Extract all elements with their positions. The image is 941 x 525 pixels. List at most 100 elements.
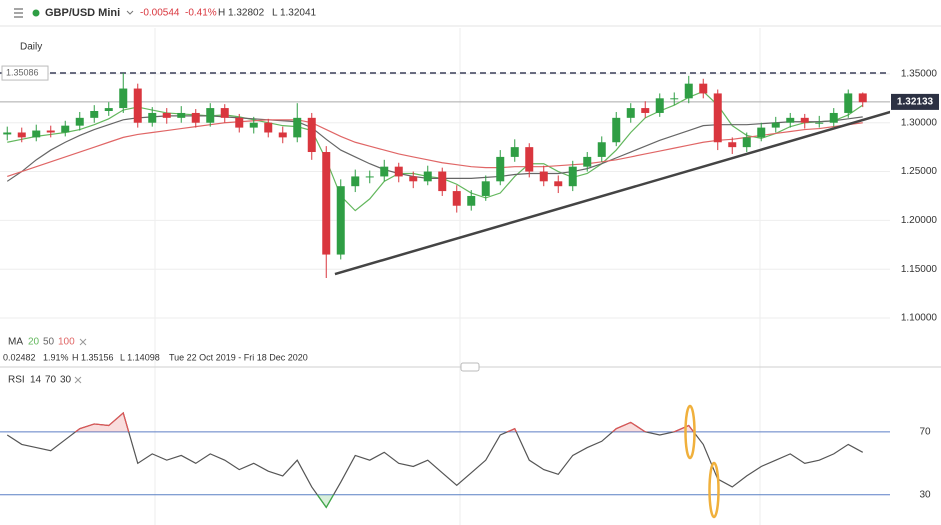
last-price-bg — [891, 93, 939, 110]
y-tick-label: 1.20000 — [901, 215, 938, 226]
y-tick-label: 1.30000 — [901, 117, 938, 128]
candle-body — [655, 98, 664, 113]
plot-area — [0, 72, 890, 278]
candle-body — [17, 132, 26, 138]
candle-body — [119, 88, 128, 109]
candle-body — [191, 112, 200, 123]
oversold-fill — [7, 494, 863, 508]
candle-body — [525, 147, 534, 172]
candle-body — [612, 117, 621, 143]
symbol[interactable]: GBP/USD Mini — [45, 7, 120, 19]
y-tick-label: 1.15000 — [901, 264, 938, 275]
change-pct: -0.41% — [185, 8, 217, 19]
candle-body — [481, 181, 490, 196]
highlight-ellipse — [684, 404, 696, 460]
candle-body — [249, 122, 258, 128]
candle-body — [264, 122, 273, 133]
candle-body — [32, 130, 41, 138]
candle-body — [583, 156, 592, 167]
candle-body — [177, 112, 186, 118]
last-price-label: 1.32133 — [897, 97, 934, 108]
moving-average — [7, 119, 863, 178]
y-tick-label: 1.10000 — [901, 313, 938, 324]
candle-body — [757, 127, 766, 138]
vertical-grid — [154, 28, 761, 525]
candle-body — [829, 112, 838, 123]
candle-body — [380, 166, 389, 177]
rsi-param: 14 — [30, 375, 42, 386]
stat: 1.91% — [43, 352, 69, 362]
candle-body — [409, 176, 418, 182]
candle-body — [220, 108, 229, 118]
candle-body — [452, 191, 461, 206]
y-tick-label: 30 — [919, 489, 931, 500]
rsi-close-icon[interactable] — [74, 376, 82, 384]
candle-body — [597, 142, 606, 157]
toolbar: GBP/USD Mini -0.00544 -0.41% H 1.32802 L… — [0, 0, 941, 27]
candle-body — [423, 171, 432, 182]
candle-body — [293, 117, 302, 138]
rsi-overbought-line — [74, 411, 695, 432]
candle-body — [235, 117, 244, 128]
candle-body — [148, 112, 157, 123]
candle-body — [844, 93, 853, 113]
stat: 0.02482 — [3, 352, 36, 362]
candle-body — [365, 176, 374, 178]
candle-body — [133, 88, 142, 123]
candle-body — [713, 93, 722, 143]
trendline — [334, 110, 890, 276]
candle-body — [162, 112, 171, 118]
day-high: H 1.32802 — [218, 8, 265, 19]
status-dot — [32, 9, 40, 17]
candle-body — [815, 122, 824, 124]
reference-label: 1.35086 — [6, 67, 39, 77]
menu-icon[interactable] — [14, 8, 23, 18]
candle-body — [46, 130, 55, 133]
candle-body — [104, 108, 113, 112]
overbought-fill — [75, 412, 694, 432]
ma-legend: 20 — [28, 337, 40, 348]
stat: L 1.14098 — [120, 352, 160, 362]
timeframe: Daily — [20, 42, 42, 53]
day-low: L 1.32041 — [272, 8, 317, 19]
candle-body — [278, 132, 287, 138]
candle-body — [206, 108, 215, 123]
candle-body — [771, 122, 780, 128]
toolbar-bg — [0, 0, 941, 26]
ma-close-icon[interactable] — [79, 338, 87, 346]
divider-handle[interactable] — [460, 362, 480, 372]
candle-body — [728, 142, 737, 148]
candle-body — [61, 125, 70, 133]
candle-body — [742, 137, 751, 148]
candle-body — [90, 111, 99, 118]
highlight-ellipse — [708, 461, 720, 519]
candle-body — [684, 83, 693, 99]
candle-body — [568, 166, 577, 187]
candle-body — [351, 176, 360, 187]
candle-body — [800, 117, 809, 123]
candle-body — [467, 195, 476, 206]
rsi-label: RSI — [8, 375, 25, 386]
candle-body — [641, 108, 650, 113]
candle-body — [322, 152, 331, 255]
candle-body — [699, 83, 708, 94]
candle-body — [786, 117, 795, 123]
candle-body — [858, 93, 867, 103]
rsi-param: 30 — [60, 375, 72, 386]
y-tick-label: 70 — [919, 426, 931, 437]
candle-body — [336, 186, 345, 255]
candle-body — [75, 117, 84, 126]
rsi-oversold-line — [316, 494, 335, 509]
ma-legend: 50 — [43, 337, 55, 348]
change: -0.00544 — [140, 8, 180, 19]
candle-body — [307, 117, 316, 153]
candle-body — [539, 171, 548, 182]
y-tick-label: 1.35000 — [901, 69, 938, 80]
reference-label-bg — [1, 65, 49, 81]
candle-body — [626, 108, 635, 118]
candle-body — [496, 156, 505, 182]
stat: H 1.35156 — [72, 352, 114, 362]
ma-label: MA — [8, 337, 23, 348]
symbol-caret[interactable] — [126, 10, 134, 15]
